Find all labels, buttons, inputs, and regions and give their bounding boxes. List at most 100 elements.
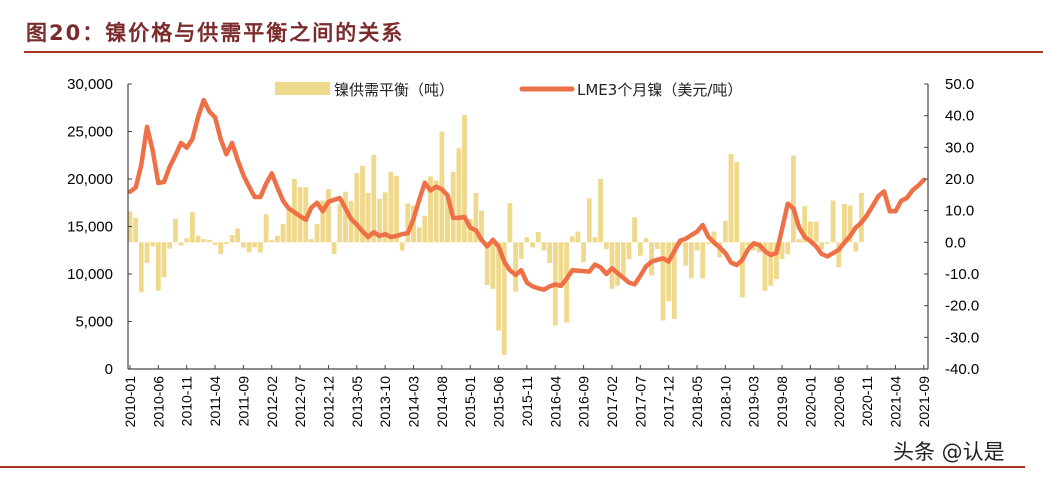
- bar: [382, 192, 388, 243]
- x-tick-label: 2010-06: [150, 376, 166, 428]
- bar: [229, 235, 235, 243]
- bar: [541, 242, 547, 251]
- bar: [592, 237, 598, 243]
- bar: [830, 200, 836, 243]
- bar: [694, 242, 700, 251]
- x-tick-label: 2011-09: [235, 376, 251, 427]
- bar: [530, 242, 535, 248]
- x-tick-label: 2017-07: [632, 376, 648, 428]
- x-tick-label: 2017-02: [604, 376, 620, 428]
- bar: [416, 227, 422, 243]
- x-tick-label: 2019-03: [746, 376, 762, 428]
- x-tick-label: 2021-04: [888, 376, 904, 428]
- left-tick-label: 20,000: [67, 171, 113, 188]
- axes: 0 5,000 10,000 15,000 20,000 25,000 30,000 -40.…: [67, 76, 979, 427]
- legend-swatch-bar: [275, 82, 330, 95]
- bar: [286, 209, 292, 243]
- bar: [671, 242, 677, 319]
- legend-label-bar: 镍供需平衡（吨）: [334, 81, 454, 99]
- bar: [343, 191, 348, 243]
- figure-title: 图20：镍价格与供需平衡之间的关系: [26, 21, 405, 45]
- bar: [394, 175, 399, 243]
- bar: [399, 242, 405, 251]
- left-tick-label: 5,000: [75, 314, 113, 331]
- right-tick-label: 20.0: [945, 171, 974, 188]
- bar: [660, 242, 666, 321]
- bar: [462, 115, 467, 243]
- footer-rule: [0, 466, 1025, 468]
- right-tick-label: 10.0: [945, 203, 974, 220]
- x-tick-label: 2018-10: [717, 376, 733, 428]
- bar: [819, 242, 825, 249]
- x-tick-label: 2020-01: [802, 376, 818, 428]
- right-tick-label: -30.0: [945, 329, 979, 346]
- x-tick-label: 2015-11: [519, 376, 535, 427]
- bar: [569, 236, 575, 243]
- right-tick-label: 50.0: [945, 76, 974, 93]
- bar: [779, 242, 785, 260]
- bar: [847, 205, 853, 243]
- bar: [813, 221, 819, 243]
- bar: [377, 198, 382, 243]
- bar: [581, 242, 586, 263]
- bar: [507, 203, 513, 243]
- bar: [246, 242, 252, 253]
- right-tick-label: -10.0: [945, 266, 979, 283]
- bar: [490, 242, 496, 289]
- bar: [740, 242, 745, 298]
- right-tick-label: -20.0: [945, 298, 979, 315]
- bar: [524, 237, 530, 243]
- x-tick-label: 2020-06: [831, 376, 847, 428]
- bar: [518, 242, 524, 260]
- bar: [428, 176, 433, 243]
- bar: [575, 231, 581, 243]
- bar: [473, 192, 479, 243]
- left-tick-label: 0: [105, 361, 113, 378]
- price-line: [127, 97, 927, 292]
- bar: [150, 242, 156, 247]
- bar: [603, 242, 609, 249]
- x-tick-label: 2016-09: [576, 376, 592, 428]
- bar: [626, 242, 632, 260]
- bar: [422, 215, 428, 243]
- bar: [201, 239, 207, 243]
- x-tick-label: 2013-10: [377, 376, 393, 428]
- bar: [337, 204, 343, 243]
- bar: [547, 242, 552, 263]
- bar: [388, 171, 394, 243]
- left-tick-label: 30,000: [67, 76, 113, 93]
- x-tick-label: 2013-05: [349, 376, 365, 428]
- bar: [360, 165, 365, 243]
- bar: [745, 242, 751, 246]
- bar: [167, 242, 173, 249]
- x-tick-label: 2015-01: [462, 376, 478, 428]
- x-tick-label: 2011-04: [207, 376, 223, 427]
- x-tick-label: 2014-03: [406, 376, 422, 428]
- bar: [723, 220, 728, 243]
- bar: [535, 232, 541, 243]
- bar: [853, 242, 859, 252]
- bar: [450, 171, 456, 243]
- bar: [700, 242, 706, 279]
- x-tick-label: 2015-06: [491, 376, 507, 428]
- bar: [734, 161, 740, 243]
- bar: [365, 192, 371, 243]
- bar: [144, 242, 150, 263]
- bar: [467, 218, 473, 243]
- x-tick-label: 2017-12: [661, 376, 677, 428]
- bar: [643, 238, 649, 243]
- bar: [785, 242, 791, 254]
- bar: [433, 180, 439, 243]
- left-tick-label: 15,000: [67, 219, 113, 236]
- legend-label-line: LME3个月镍（美元/吨）: [577, 81, 742, 99]
- bar: [184, 238, 190, 243]
- bar: [456, 148, 462, 243]
- bar: [263, 214, 269, 243]
- bar: [620, 242, 626, 278]
- bar: [802, 206, 808, 243]
- bar: [207, 239, 212, 243]
- bar: [859, 192, 864, 243]
- x-tick-label: 2012-02: [264, 376, 280, 428]
- bar: [269, 239, 275, 243]
- bar: [632, 217, 637, 243]
